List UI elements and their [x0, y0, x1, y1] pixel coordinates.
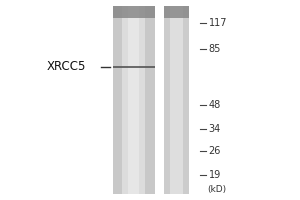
- Text: XRCC5: XRCC5: [46, 60, 86, 73]
- Text: 26: 26: [208, 146, 221, 156]
- Bar: [112, 6, 154, 194]
- Bar: [164, 6, 189, 194]
- Bar: [112, 66, 154, 68]
- Bar: [170, 6, 183, 194]
- Text: 19: 19: [208, 170, 221, 180]
- Bar: [128, 6, 139, 194]
- Text: 117: 117: [208, 18, 227, 28]
- Text: (kD): (kD): [207, 185, 226, 194]
- Text: 48: 48: [208, 100, 221, 110]
- Text: 34: 34: [208, 124, 221, 134]
- Bar: [164, 6, 189, 18]
- Bar: [122, 6, 145, 194]
- Text: 85: 85: [208, 44, 221, 54]
- Bar: [112, 6, 154, 18]
